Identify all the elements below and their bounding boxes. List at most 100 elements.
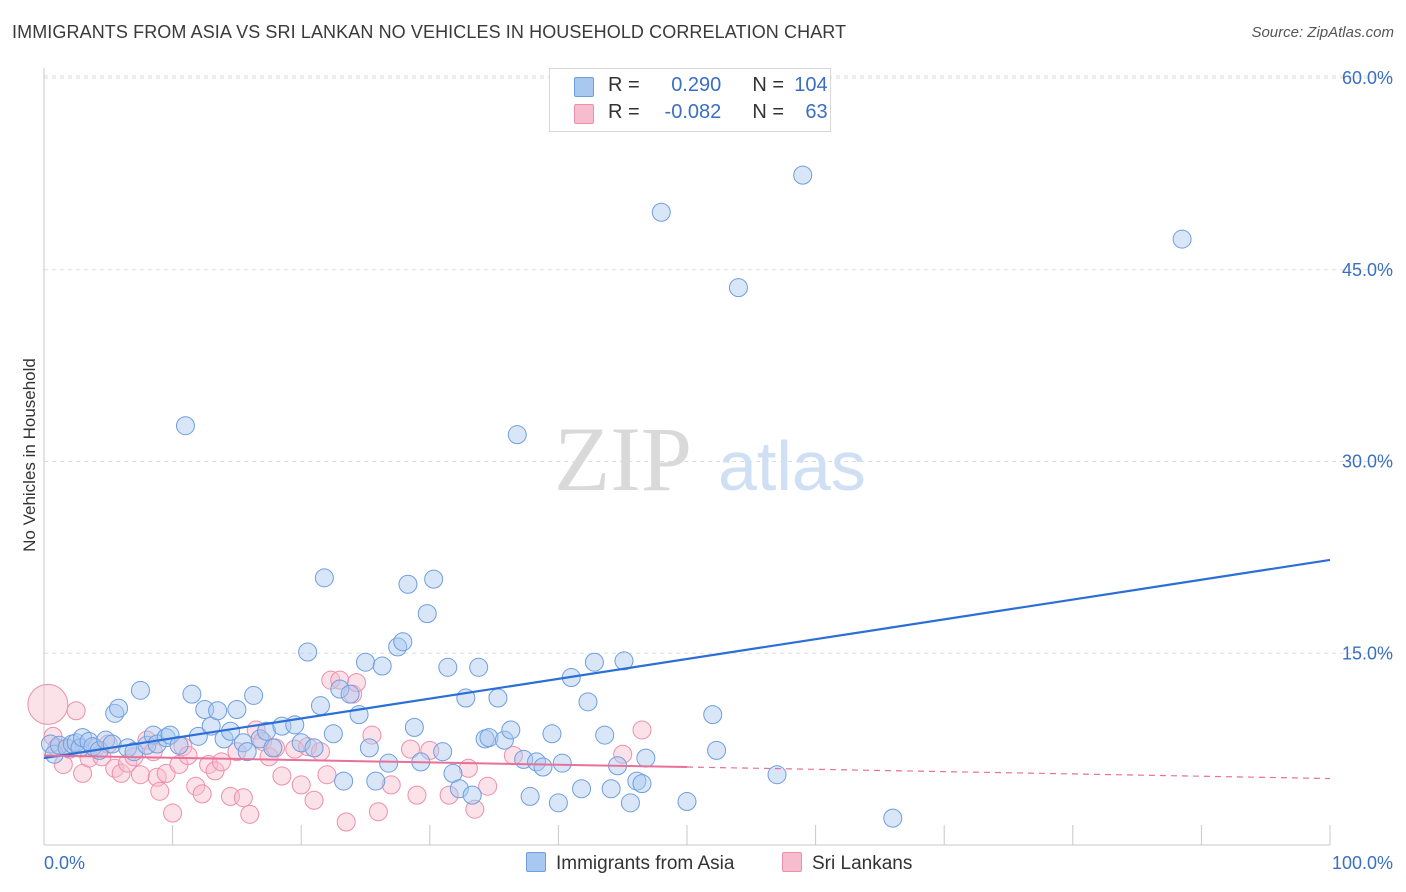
grid-lines <box>44 75 1393 654</box>
data-point-asia <box>314 568 334 588</box>
data-point-asia <box>263 738 283 758</box>
data-point-sri-lankans <box>407 785 427 805</box>
legend-n-label: N = <box>752 101 785 123</box>
axes <box>43 68 1331 846</box>
data-point-sri-lankans <box>478 776 498 796</box>
data-point-asia <box>340 684 360 704</box>
data-point-asia <box>462 785 482 805</box>
data-point-asia <box>334 771 354 791</box>
watermark-atlas: atlas <box>718 427 866 505</box>
data-point-asia <box>175 416 195 436</box>
data-point-asia <box>323 724 343 744</box>
bottom-legend-label-asia: Immigrants from Asia <box>556 853 735 874</box>
tick-labels: 15.0% 30.0% 45.0% 60.0% 0.0% 100.0% <box>44 68 1393 873</box>
data-point-asia <box>304 738 324 758</box>
legend-swatch-asia <box>574 77 594 97</box>
data-point-asia <box>433 742 453 762</box>
data-point-asia <box>883 808 903 828</box>
source-label: Source: ZipAtlas.com <box>1251 24 1394 41</box>
legend-n-value-asia: 104 <box>794 74 828 96</box>
data-point-asia <box>182 684 202 704</box>
trend-line-sri-lankans-extension <box>686 766 1331 780</box>
data-point-asia <box>398 574 418 594</box>
data-point-sri-lankans <box>368 802 388 822</box>
data-point-asia <box>393 632 413 652</box>
data-point-asia <box>578 692 598 712</box>
data-point-asia <box>469 657 489 677</box>
legend-n-value-sri-lankans: 63 <box>805 101 828 123</box>
legend: R = 0.290 N = 104 R = -0.082 N = 63 <box>549 68 831 132</box>
data-point-sri-lankans <box>27 683 69 725</box>
data-point-sri-lankans <box>163 803 183 823</box>
data-point-asia <box>424 569 444 589</box>
bottom-legend-asia: Immigrants from Asia <box>526 852 734 875</box>
legend-r-value-sri-lankans: -0.082 <box>664 101 722 123</box>
data-point-asia <box>728 278 748 298</box>
data-point-asia <box>105 703 125 723</box>
data-point-asia <box>256 721 276 741</box>
data-point-sri-lankans <box>304 790 324 810</box>
data-point-asia <box>417 604 437 624</box>
series-immigrants-from-asia <box>40 165 1192 828</box>
series-sri-lankans <box>27 670 652 832</box>
legend-r-label: R = <box>608 74 640 96</box>
data-point-asia <box>595 725 615 745</box>
data-point-sri-lankans <box>192 784 212 804</box>
data-point-asia <box>620 793 640 813</box>
data-point-sri-lankans <box>130 765 150 785</box>
data-point-asia <box>572 779 592 799</box>
data-point-sri-lankans <box>105 758 125 778</box>
data-point-sri-lankans <box>233 788 253 808</box>
data-point-sri-lankans <box>111 763 131 783</box>
data-point-sri-lankans <box>346 673 366 693</box>
data-point-asia <box>298 642 318 662</box>
data-point-sri-lankans <box>439 785 459 805</box>
data-point-asia <box>542 724 562 744</box>
data-point-sri-lankans <box>317 765 337 785</box>
data-point-sri-lankans <box>336 812 356 832</box>
data-point-sri-lankans <box>401 739 421 759</box>
data-point-asia <box>227 699 247 719</box>
legend-n-label: N = <box>752 74 785 96</box>
data-point-asia <box>438 657 458 677</box>
data-point-asia <box>707 740 727 760</box>
watermark-zip: ZIP <box>554 408 692 510</box>
trend-line-sri-lankans <box>43 754 688 769</box>
data-point-asia <box>677 792 697 812</box>
data-point-asia <box>366 771 386 791</box>
legend-swatch-sri-lankans <box>574 104 594 124</box>
data-point-sri-lankans <box>291 775 311 795</box>
data-point-asia <box>109 698 129 718</box>
bottom-legend-swatch-asia <box>526 852 546 872</box>
y-tick-label: 30.0% <box>1342 452 1393 472</box>
data-point-asia <box>208 701 228 721</box>
y-tick-label: 15.0% <box>1342 643 1393 663</box>
data-point-sri-lankans <box>240 804 260 824</box>
x-tick-label: 100.0% <box>1332 853 1393 873</box>
data-point-asia <box>372 656 392 676</box>
data-point-asia <box>494 730 514 750</box>
data-point-asia <box>552 753 572 773</box>
data-point-asia <box>379 753 399 773</box>
data-point-asia <box>244 685 264 705</box>
trend-lines <box>43 558 1331 780</box>
data-point-asia <box>584 652 604 672</box>
data-point-asia <box>488 688 508 708</box>
data-point-asia <box>479 728 499 748</box>
bottom-legend-swatch-sri-lankans <box>782 852 802 872</box>
data-point-asia <box>627 771 647 791</box>
data-point-sri-lankans <box>362 725 382 745</box>
chart-title: IMMIGRANTS FROM ASIA VS SRI LANKAN NO VE… <box>12 22 847 42</box>
data-point-asia <box>291 733 311 753</box>
data-point-sri-lankans <box>465 799 485 819</box>
x-tick-label: 0.0% <box>44 853 85 873</box>
data-point-asia <box>130 680 150 700</box>
y-axis-title: No Vehicles in Household <box>20 358 39 552</box>
data-point-asia <box>632 774 652 794</box>
legend-r-value-asia: 0.290 <box>671 74 722 96</box>
bottom-legend-label-sri-lankans: Sri Lankans <box>812 853 913 874</box>
data-point-asia <box>533 757 553 777</box>
data-point-sri-lankans <box>272 766 292 786</box>
data-point-asia <box>359 738 379 758</box>
